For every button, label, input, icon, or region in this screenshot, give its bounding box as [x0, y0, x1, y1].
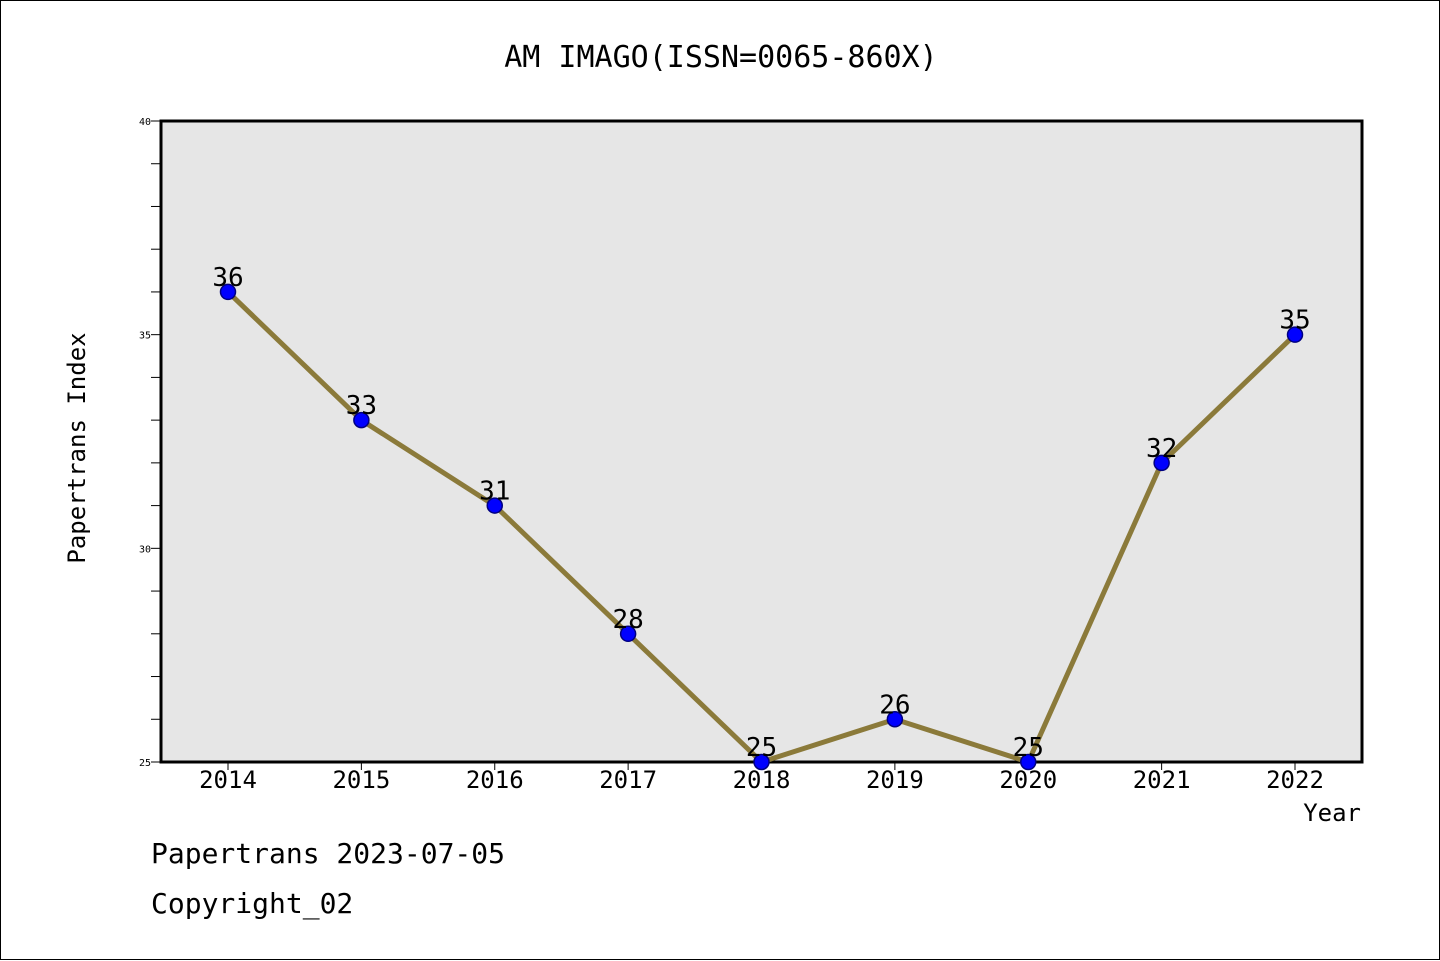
data-label: 25 — [746, 733, 777, 763]
data-label: 31 — [479, 477, 510, 507]
x-tick-label: 2015 — [332, 766, 390, 794]
data-label: 25 — [1013, 733, 1044, 763]
data-point — [753, 753, 770, 771]
y-axis-label: Papertrans Index — [63, 332, 91, 563]
y-axis-ticks — [151, 120, 161, 763]
x-tick-label: 2019 — [866, 766, 924, 794]
y-tick-label: 35 — [139, 331, 151, 342]
y-tick-label: 25 — [139, 758, 151, 769]
footer-copyright-text: Copyright_02 — [151, 887, 354, 920]
x-tick-label: 2018 — [733, 766, 791, 794]
y-tick-label: 30 — [139, 544, 151, 555]
y-tick-label: 40 — [139, 117, 151, 128]
x-tick-label: 2020 — [999, 766, 1057, 794]
x-axis-label: Year — [1303, 799, 1361, 827]
data-point — [619, 625, 637, 643]
chart-title: AM IMAGO(ISSN=0065-860X) — [504, 40, 937, 75]
data-label: 28 — [612, 605, 643, 635]
x-tick-label: 2016 — [466, 766, 524, 794]
data-point — [1286, 326, 1304, 343]
data-point — [219, 283, 237, 301]
data-point — [1153, 454, 1170, 472]
data-label: 32 — [1146, 434, 1177, 464]
x-tick-label: 2014 — [199, 766, 257, 794]
data-point — [486, 497, 503, 514]
data-label: 35 — [1279, 306, 1310, 336]
data-label: 36 — [212, 263, 243, 293]
x-axis-tick-labels: 2014 2015 2016 2017 2018 2019 2020 2021 2022 — [199, 766, 1324, 794]
plot-area — [159, 119, 1364, 764]
y-axis-tick-labels: 25 30 35 40 — [139, 117, 151, 769]
x-tick-label: 2022 — [1266, 766, 1324, 794]
data-label: 33 — [346, 391, 377, 421]
data-label: 26 — [879, 690, 910, 720]
data-markers — [219, 283, 1304, 771]
data-labels: 36 33 31 28 25 26 25 32 35 — [212, 263, 1310, 763]
x-tick-label: 2017 — [599, 766, 657, 794]
x-tick-label: 2021 — [1133, 766, 1191, 794]
data-point — [1020, 753, 1037, 771]
data-point — [353, 411, 370, 429]
data-point — [886, 711, 904, 728]
footer-date-text: Papertrans 2023-07-05 — [151, 837, 506, 870]
